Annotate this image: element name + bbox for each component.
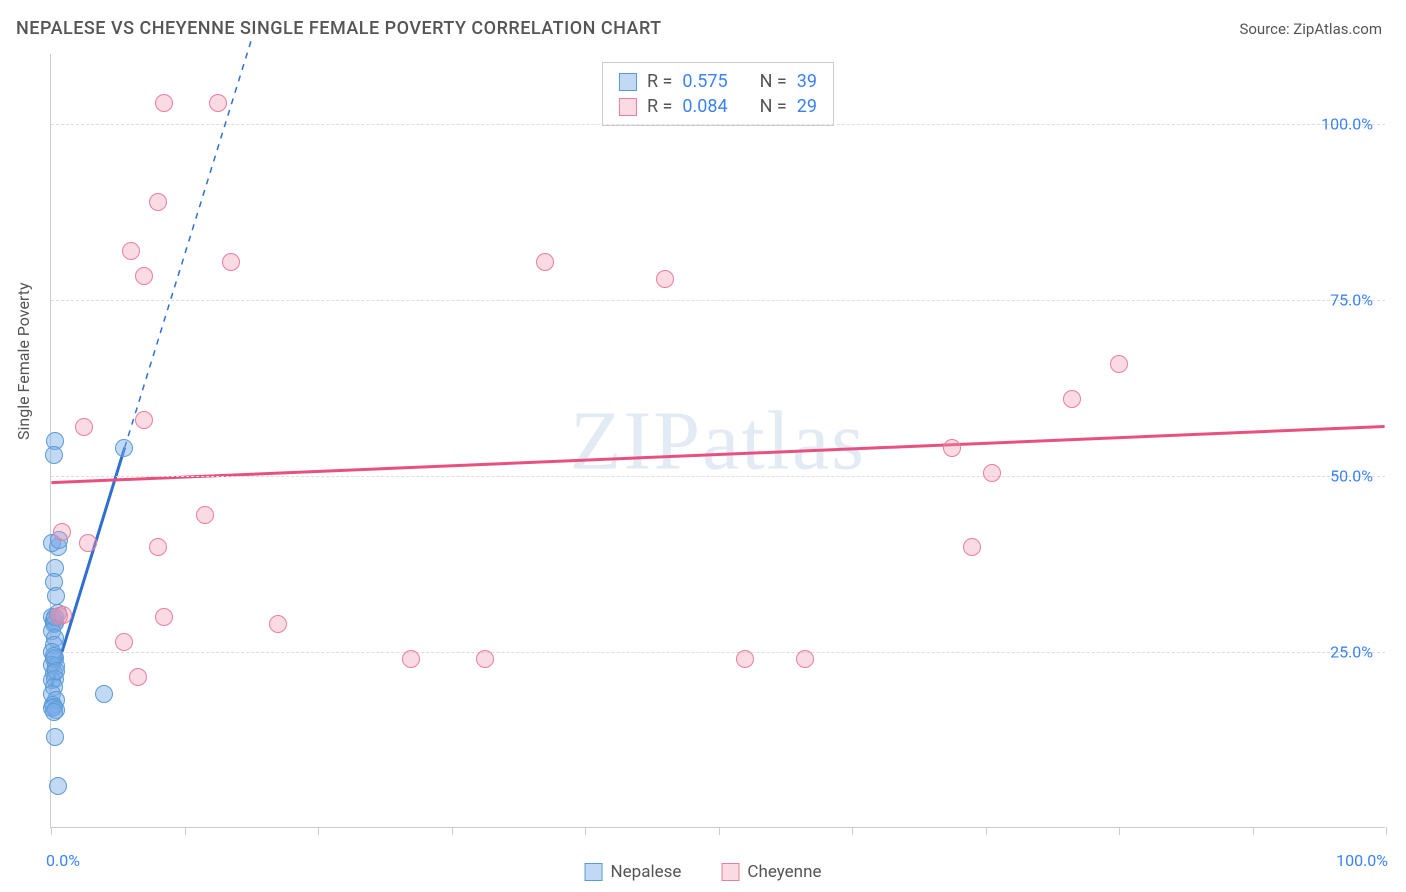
legend-label: Nepalese xyxy=(611,862,682,882)
n-label: N = xyxy=(760,96,787,117)
gridline xyxy=(51,124,1385,125)
legend-row: R = 0.084 N = 29 xyxy=(619,94,817,119)
data-point xyxy=(983,464,1001,482)
data-point xyxy=(95,685,113,703)
data-point xyxy=(963,538,981,556)
xtick xyxy=(1386,827,1387,835)
n-value: 29 xyxy=(797,96,817,117)
data-point xyxy=(209,94,227,112)
ytick-label: 25.0% xyxy=(1330,643,1373,662)
data-point xyxy=(53,523,71,541)
xtick xyxy=(986,827,987,835)
data-point xyxy=(122,242,140,260)
chart-container: NEPALESE VS CHEYENNE SINGLE FEMALE POVER… xyxy=(0,0,1406,892)
trend-lines-layer xyxy=(51,54,1385,827)
data-point xyxy=(1063,390,1081,408)
data-point xyxy=(135,411,153,429)
data-point xyxy=(736,650,754,668)
data-point xyxy=(536,253,554,271)
n-label: N = xyxy=(760,71,787,92)
data-point xyxy=(115,439,133,457)
xtick xyxy=(1119,827,1120,835)
data-point xyxy=(45,703,63,721)
r-label: R = xyxy=(647,96,672,117)
xtick xyxy=(318,827,319,835)
gridline xyxy=(51,652,1385,653)
data-point xyxy=(149,193,167,211)
data-point xyxy=(115,633,133,651)
ytick-label: 50.0% xyxy=(1330,467,1373,486)
xtick-label-max: 100.0% xyxy=(1336,851,1388,870)
data-point xyxy=(656,270,674,288)
xtick-label-min: 0.0% xyxy=(46,851,80,870)
data-point xyxy=(49,777,67,795)
legend-row: R = 0.575 N = 39 xyxy=(619,69,817,94)
legend-label: Cheyenne xyxy=(747,862,821,882)
legend-swatch xyxy=(585,863,603,881)
data-point xyxy=(47,587,65,605)
data-point xyxy=(75,418,93,436)
legend-correlation: R = 0.575 N = 39 R = 0.084 N = 29 xyxy=(602,62,834,126)
plot-area: ZIPatlas R = 0.575 N = 39 R = 0.084 N = … xyxy=(50,54,1385,828)
data-point xyxy=(476,650,494,668)
data-point xyxy=(402,650,420,668)
y-axis-label: Single Female Poverty xyxy=(14,282,33,440)
data-point xyxy=(54,606,72,624)
chart-title: NEPALESE VS CHEYENNE SINGLE FEMALE POVER… xyxy=(16,18,662,39)
data-point xyxy=(129,668,147,686)
data-point xyxy=(47,662,65,680)
xtick xyxy=(185,827,186,835)
gridline xyxy=(51,300,1385,301)
legend-series: Nepalese Cheyenne xyxy=(585,862,822,882)
data-point xyxy=(46,728,64,746)
legend-item: Cheyenne xyxy=(721,862,821,882)
source-label: Source: ZipAtlas.com xyxy=(1239,20,1382,38)
xtick xyxy=(452,827,453,835)
r-label: R = xyxy=(647,71,672,92)
data-point xyxy=(269,615,287,633)
data-point xyxy=(943,439,961,457)
data-point xyxy=(149,538,167,556)
gridline xyxy=(51,476,1385,477)
xtick xyxy=(719,827,720,835)
xtick xyxy=(852,827,853,835)
data-point xyxy=(135,267,153,285)
data-point xyxy=(155,608,173,626)
data-point xyxy=(1110,355,1128,373)
r-value: 0.084 xyxy=(682,96,727,117)
data-point xyxy=(155,94,173,112)
xtick xyxy=(51,827,52,835)
ytick-label: 75.0% xyxy=(1330,291,1373,310)
n-value: 39 xyxy=(797,71,817,92)
data-point xyxy=(222,253,240,271)
xtick xyxy=(1253,827,1254,835)
legend-swatch xyxy=(721,863,739,881)
r-value: 0.575 xyxy=(682,71,727,92)
xtick xyxy=(585,827,586,835)
legend-swatch xyxy=(619,98,637,116)
data-point xyxy=(796,650,814,668)
data-point xyxy=(79,534,97,552)
ytick-label: 100.0% xyxy=(1321,115,1373,134)
legend-item: Nepalese xyxy=(585,862,682,882)
data-point xyxy=(45,446,63,464)
legend-swatch xyxy=(619,73,637,91)
data-point xyxy=(196,506,214,524)
